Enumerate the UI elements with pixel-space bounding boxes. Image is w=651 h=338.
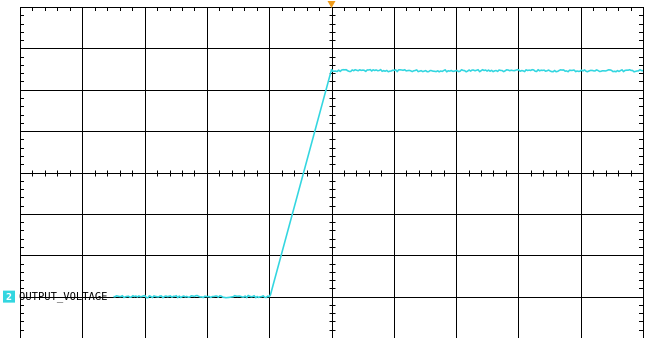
channel-badge	[3, 290, 15, 303]
trace-output-voltage	[113, 68, 644, 299]
trigger-marker	[327, 1, 336, 8]
channel-number: 2	[6, 292, 12, 303]
graticule	[20, 7, 644, 338]
series-label: OUTPUT_VOLTAGE	[19, 291, 108, 303]
graticule-minor-ticks	[20, 7, 643, 331]
marker-layer: 2 OUTPUT_VOLTAGE	[3, 1, 336, 303]
trace-layer	[113, 68, 644, 299]
